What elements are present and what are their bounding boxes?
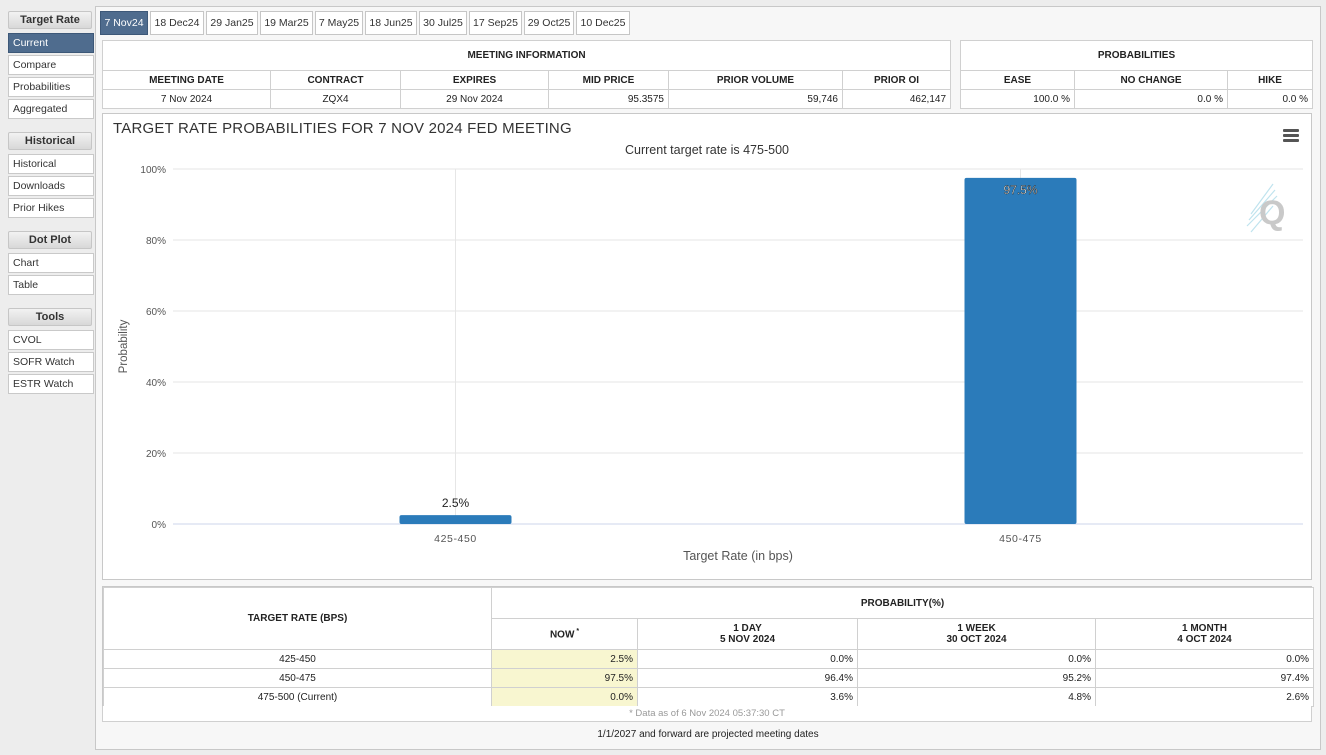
y-tick-label: 100%	[140, 165, 166, 176]
prior-oi-value: 462,147	[841, 89, 952, 109]
y-tick-label: 0%	[152, 520, 167, 531]
col-mid-price: MID PRICE	[548, 70, 669, 90]
data-timestamp-note: * Data as of 6 Nov 2024 05:37:30 CT	[102, 706, 1312, 722]
sidebar-item-chart[interactable]: Chart	[8, 253, 94, 273]
probability-table-container: TARGET RATE (BPS) PROBABILITY(%) NOW * 1…	[102, 586, 1315, 722]
table-row: 450-475 97.5% 96.4% 95.2% 97.4%	[103, 668, 1315, 688]
chart-container: 0% 20% 40% 60% 80% 100% 2.5% 425-450 97.5% 450-47…	[102, 113, 1312, 580]
sidebar-head-historical: Historical	[8, 132, 92, 150]
col-1-week: 1 WEEK 30 OCT 2024	[857, 618, 1096, 650]
meeting-info-header: MEETING INFORMATION	[101, 40, 952, 71]
meeting-date-value: 7 Nov 2024	[102, 89, 271, 109]
y-axis-label: Probability	[118, 319, 130, 373]
probability-chart: 0% 20% 40% 60% 80% 100% 2.5% 425-450 97.5% 450-47…	[118, 165, 1303, 563]
value-cell: 0.0%	[857, 649, 1096, 669]
rate-cell: 425-450	[103, 649, 492, 669]
q-logo-icon: Q	[1246, 183, 1285, 233]
col-now: NOW *	[491, 618, 638, 650]
table-row: 475-500 (Current) 0.0% 3.6% 4.8% 2.6%	[103, 687, 1315, 707]
mid-price-value: 95.3575	[548, 89, 669, 109]
main-panel: 7 Nov24 18 Dec24 29 Jan25 19 Mar25 7 May…	[95, 6, 1321, 750]
x-tick-label: 425-450	[434, 533, 477, 545]
y-tick-label: 20%	[146, 449, 166, 460]
col-hike: HIKE	[1226, 70, 1314, 90]
probabilities-table: PROBABILITIES EASE NO CHANGE HIKE 100.0 …	[959, 40, 1314, 109]
sidebar-item-historical[interactable]: Historical	[8, 154, 94, 174]
probability-table: TARGET RATE (BPS) PROBABILITY(%) NOW * 1…	[103, 587, 1315, 707]
value-cell: 2.6%	[1094, 687, 1315, 707]
bar	[399, 515, 512, 524]
col-contract: CONTRACT	[270, 70, 401, 90]
tab-19-mar25[interactable]: 19 Mar25	[260, 11, 313, 35]
y-tick-label: 40%	[146, 378, 166, 389]
col-ease: EASE	[960, 70, 1075, 90]
tab-17-sep25[interactable]: 17 Sep25	[469, 11, 522, 35]
tab-29-jan25[interactable]: 29 Jan25	[206, 11, 258, 35]
sidebar-item-prior-hikes[interactable]: Prior Hikes	[8, 198, 94, 218]
meeting-info-table: MEETING INFORMATION MEETING DATE CONTRAC…	[101, 40, 952, 109]
y-tick-label: 80%	[146, 236, 166, 247]
table-row: 425-450 2.5% 0.0% 0.0% 0.0%	[103, 649, 1315, 669]
footer-note: 1/1/2027 and forward are projected meeti…	[597, 729, 819, 740]
col-meeting-date: MEETING DATE	[102, 70, 271, 90]
now-cell: 2.5%	[491, 649, 638, 669]
sidebar-item-compare[interactable]: Compare	[8, 55, 94, 75]
now-cell: 97.5%	[491, 668, 638, 688]
rate-cell: 450-475	[103, 668, 492, 688]
sidebar-item-current[interactable]: Current	[8, 33, 94, 53]
chart-title: TARGET RATE PROBABILITIES FOR 7 NOV 2024…	[113, 120, 572, 137]
hamburger-menu-icon[interactable]	[1283, 129, 1299, 143]
col-no-change: NO CHANGE	[1074, 70, 1228, 90]
col-1-day: 1 DAY 5 NOV 2024	[637, 618, 858, 650]
now-cell: 0.0%	[491, 687, 638, 707]
value-cell: 3.6%	[637, 687, 858, 707]
value-cell: 0.0%	[637, 649, 858, 669]
sidebar-head-tools: Tools	[8, 308, 92, 326]
value-cell: 95.2%	[857, 668, 1096, 688]
sidebar-item-probabilities[interactable]: Probabilities	[8, 77, 94, 97]
sidebar-item-sofr-watch[interactable]: SOFR Watch	[8, 352, 94, 372]
sidebar-head-dot-plot: Dot Plot	[8, 231, 92, 249]
y-tick-label: 60%	[146, 307, 166, 318]
tab-18-jun25[interactable]: 18 Jun25	[365, 11, 417, 35]
value-cell: 4.8%	[857, 687, 1096, 707]
col-prior-volume: PRIOR VOLUME	[668, 70, 843, 90]
rate-cell: 475-500 (Current)	[103, 687, 492, 707]
data-label: 97.5%	[1003, 183, 1037, 197]
sidebar-item-estr-watch[interactable]: ESTR Watch	[8, 374, 94, 394]
tab-29-oct25[interactable]: 29 Oct25	[524, 11, 574, 35]
hike-value: 0.0 %	[1226, 89, 1314, 109]
sidebar-item-downloads[interactable]: Downloads	[8, 176, 94, 196]
probability-group-header: PROBABILITY(%)	[490, 587, 1315, 619]
sidebar: Target Rate Current Compare Probabilitie…	[6, 8, 94, 396]
col-expires: EXPIRES	[400, 70, 549, 90]
value-cell: 0.0%	[1094, 649, 1315, 669]
col-target-rate: TARGET RATE (BPS)	[103, 587, 492, 650]
tab-7-nov24[interactable]: 7 Nov24	[100, 11, 148, 35]
col-1-month: 1 MONTH 4 OCT 2024	[1094, 618, 1315, 650]
sidebar-head-target-rate: Target Rate	[8, 11, 92, 29]
data-label: 2.5%	[442, 496, 470, 510]
sidebar-item-table[interactable]: Table	[8, 275, 94, 295]
sidebar-item-cvol[interactable]: CVOL	[8, 330, 94, 350]
sidebar-item-aggregated[interactable]: Aggregated	[8, 99, 94, 119]
probabilities-header: PROBABILITIES	[959, 40, 1314, 71]
x-axis-label: Target Rate (in bps)	[683, 549, 793, 563]
tab-30-jul25[interactable]: 30 Jul25	[419, 11, 467, 35]
value-cell: 97.4%	[1094, 668, 1315, 688]
tab-10-dec25[interactable]: 10 Dec25	[576, 11, 630, 35]
contract-value: ZQX4	[270, 89, 401, 109]
no-change-value: 0.0 %	[1074, 89, 1228, 109]
prior-volume-value: 59,746	[668, 89, 843, 109]
tab-7-may25[interactable]: 7 May25	[315, 11, 363, 35]
chart-subtitle: Current target rate is 475-500	[625, 143, 789, 157]
ease-value: 100.0 %	[960, 89, 1075, 109]
expires-value: 29 Nov 2024	[400, 89, 549, 109]
value-cell: 96.4%	[637, 668, 858, 688]
x-tick-label: 450-475	[999, 533, 1042, 545]
col-prior-oi: PRIOR OI	[841, 70, 952, 90]
tab-18-dec24[interactable]: 18 Dec24	[150, 11, 204, 35]
svg-text:Q: Q	[1259, 194, 1285, 232]
bar	[964, 177, 1077, 524]
